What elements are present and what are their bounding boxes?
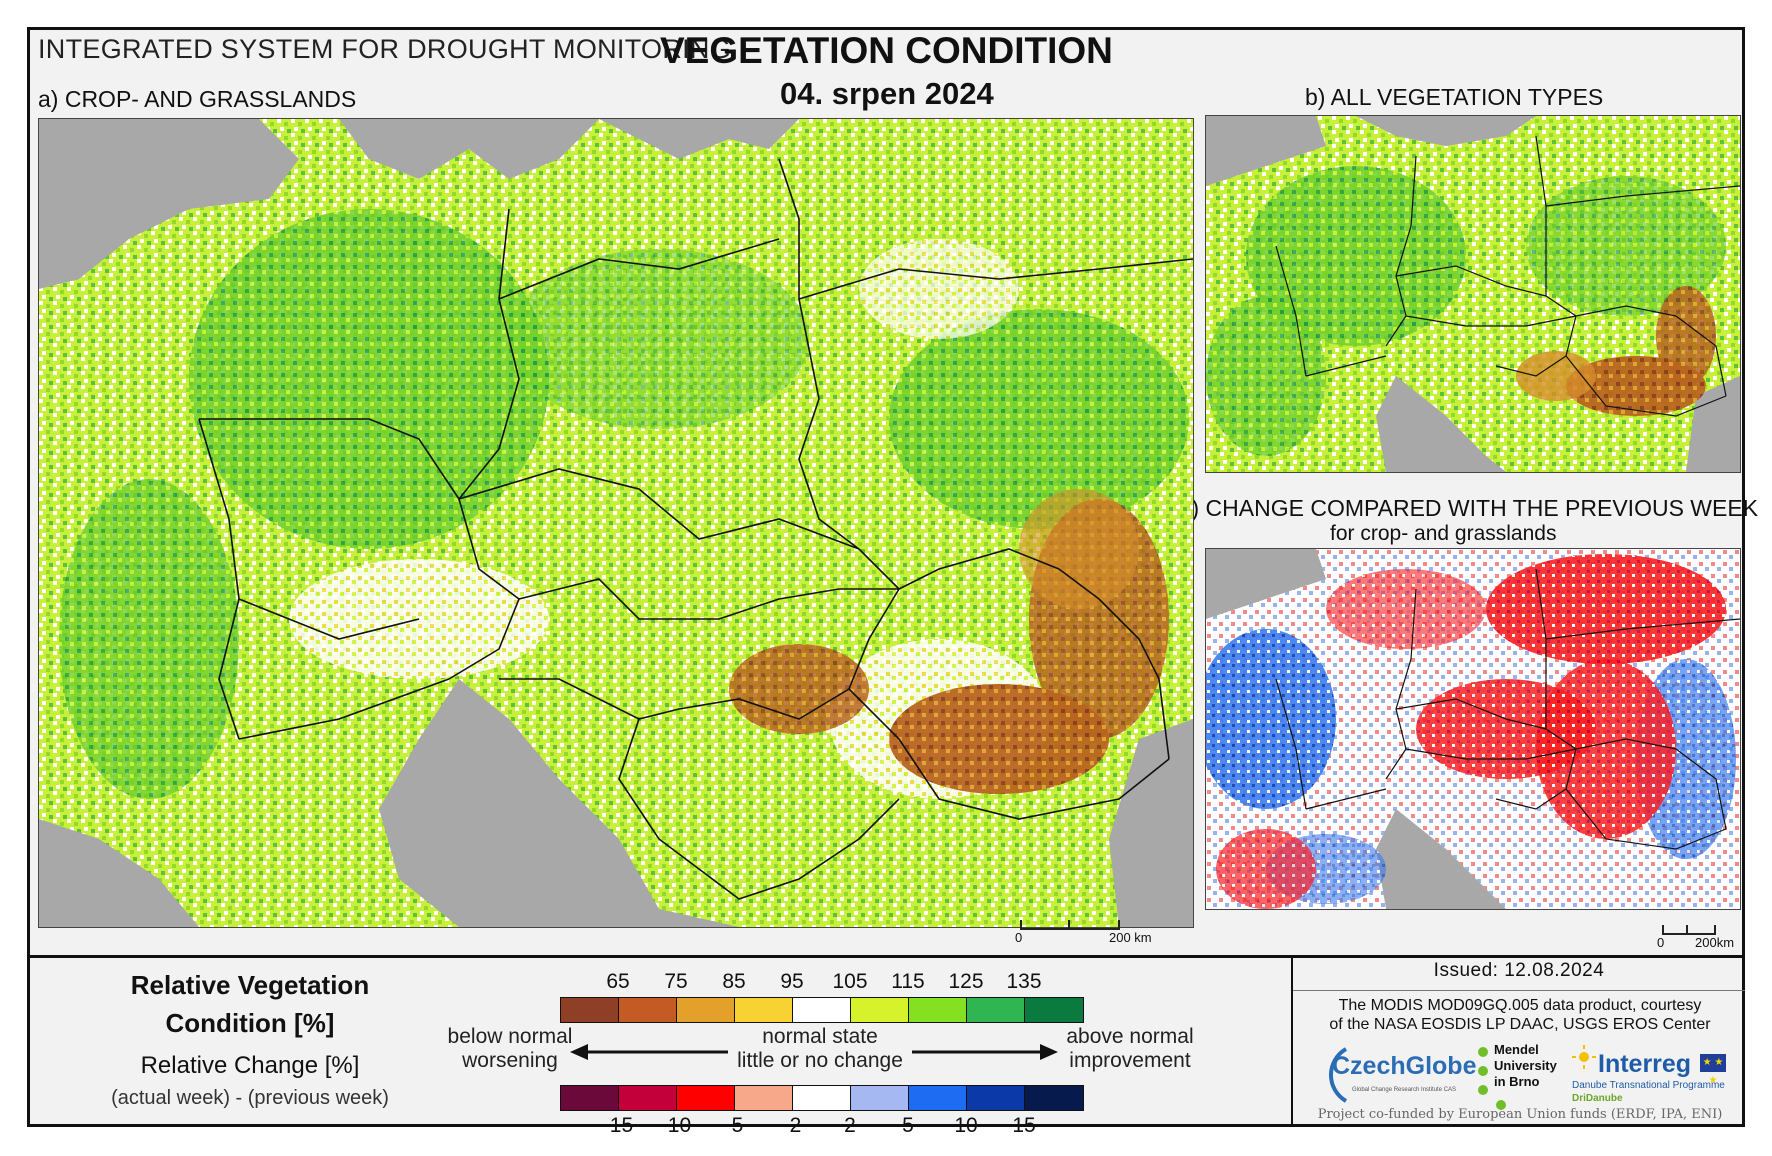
little-change-label: little or no change [737,1049,903,1072]
scale-bar-c-mid [1686,925,1688,933]
mendel-line-2: University [1494,1058,1557,1073]
rc-swatch [793,1086,851,1110]
arrow-left [570,1044,728,1060]
interreg-sun-icon [1572,1045,1596,1069]
rvc-swatch [735,998,793,1022]
rvc-tick: 95 [780,970,804,993]
map-weekly-change [1205,548,1741,910]
mendel-dot-icon [1478,1085,1488,1095]
rc-tick: -5 [724,1114,744,1137]
mendel-line-1: Mendel [1494,1042,1539,1057]
map-crop-grasslands [38,118,1194,928]
mendel-line-3: in Brno [1494,1074,1540,1089]
footer-divider [1291,955,1293,1127]
rc-legend-subtitle: (actual week) - (previous week) [111,1087,389,1109]
arrow-right [912,1044,1058,1060]
rc-tick: 2 [844,1114,856,1137]
rvc-swatch [619,998,677,1022]
scale-a-zero: 0 [1015,930,1023,945]
date-label: 04. srpen 2024 [780,76,994,111]
czechglobe-subtitle: Global Change Research Institute CAS [1352,1087,1457,1093]
rvc-swatch [909,998,967,1022]
system-title: INTEGRATED SYSTEM FOR DROUGHT MONITORING [38,34,732,64]
czechglobe-arc-icon [1328,1047,1348,1103]
rvc-legend-title: Relative Vegetation Condition [%] [130,970,370,1038]
rvc-color-bar [560,997,1084,1023]
credit-line-1: The MODIS MOD09GQ.005 data product, cour… [1338,997,1702,1014]
rc-swatch [909,1086,967,1110]
legend-divider [27,955,1745,958]
credit-line-2: of the NASA EOSDIS LP DAAC, USGS EROS Ce… [1329,1016,1711,1033]
rc-tick: 5 [902,1114,914,1137]
issued-date: Issued: 12.08.2024 [1433,960,1605,981]
panel-c-title: c) CHANGE COMPARED WITH THE PREVIOUS WEE… [1180,495,1759,521]
rvc-tick: 85 [722,970,746,993]
rc-swatch [677,1086,735,1110]
rvc-tick: 75 [664,970,688,993]
panel-c-subtitle: for crop- and grasslands [1330,522,1557,545]
mendel-logo: Mendel University in Brno [1494,1042,1557,1090]
mendel-dot-icon [1478,1066,1488,1076]
mendel-dot-icon [1496,1100,1506,1110]
eu-flag-icon: ★ ★ ★ [1700,1054,1726,1086]
map-a-svg [39,119,1193,927]
issued-divider [1293,990,1745,991]
scale-c-dist: 200km [1695,935,1735,950]
interreg-project: DriDanube [1572,1093,1623,1104]
rvc-swatch [967,998,1025,1022]
rc-tick: 15 [1012,1114,1036,1137]
rc-swatch [619,1086,677,1110]
above-normal-label: above normal [1066,1025,1194,1048]
rc-swatch [561,1086,619,1110]
rc-swatch [967,1086,1025,1110]
scale-c-zero: 0 [1657,935,1665,950]
rc-swatch [1025,1086,1083,1110]
interreg-logo: Interreg [1598,1050,1692,1078]
rvc-swatch [793,998,851,1022]
rc-color-bar [560,1085,1084,1111]
improvement-label: improvement [1069,1049,1191,1072]
main-title: VEGETATION CONDITION [660,30,1113,71]
czechglobe-logo: CzechGlobe [1332,1052,1477,1080]
rc-legend-title: Relative Change [%] [140,1052,360,1079]
map-all-vegetation [1205,115,1741,473]
rc-tick: -10 [660,1114,692,1137]
rvc-tick: 125 [948,970,984,993]
panel-a-title: a) CROP- AND GRASSLANDS [38,86,357,112]
scale-bar-a-mid [1068,920,1070,928]
panel-b-title: b) ALL VEGETATION TYPES [1305,84,1604,110]
rvc-swatch [561,998,619,1022]
rc-tick: 10 [954,1114,978,1137]
worsening-label: worsening [462,1049,558,1072]
interreg-programme: Danube Transnational Programme [1572,1080,1725,1091]
rc-tick: -15 [602,1114,634,1137]
funding-note: Project co-funded by European Union fund… [1317,1107,1723,1122]
rc-tick: -2 [782,1114,802,1137]
below-normal-label: below normal [447,1025,573,1048]
normal-state-label: normal state [762,1025,878,1048]
rvc-swatch [1025,998,1083,1022]
rvc-tick: 135 [1006,970,1042,993]
rvc-swatch [677,998,735,1022]
rc-swatch [851,1086,909,1110]
rvc-tick: 65 [606,970,630,993]
mendel-dot-icon [1478,1047,1488,1057]
rvc-swatch [851,998,909,1022]
map-b-svg [1206,116,1740,472]
scale-bar-a [1020,920,1120,930]
credit-text: The MODIS MOD09GQ.005 data product, cour… [1300,996,1740,1034]
rvc-tick: 115 [891,970,925,993]
map-c-svg [1206,549,1740,909]
rvc-tick: 105 [832,970,868,993]
rc-swatch [735,1086,793,1110]
scale-bar-c [1662,925,1716,935]
scale-a-dist: 200 km [1109,930,1152,945]
